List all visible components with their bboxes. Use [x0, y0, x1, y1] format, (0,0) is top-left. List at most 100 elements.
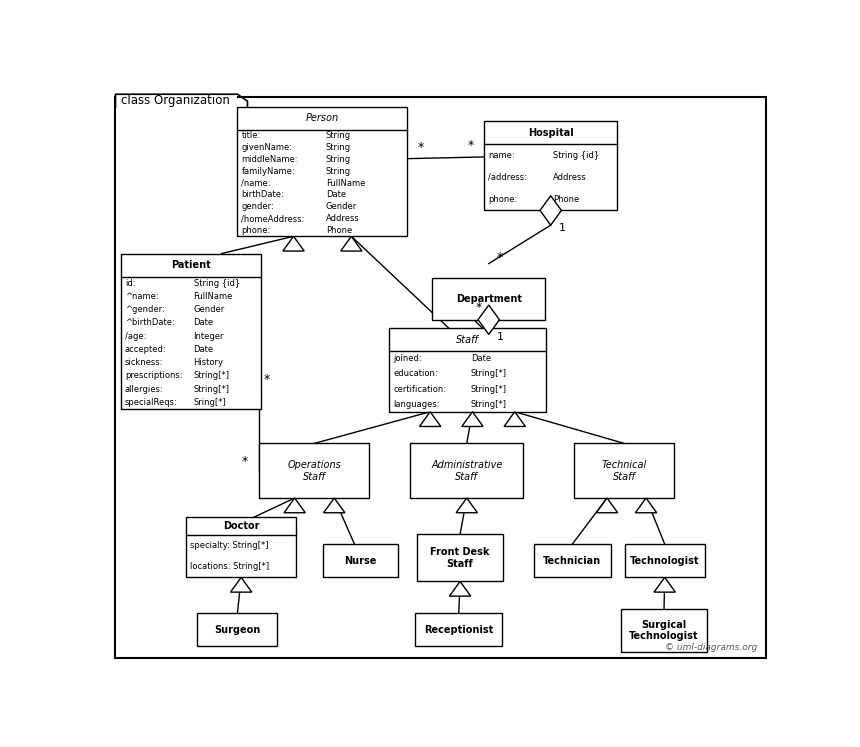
Text: Date: Date: [194, 345, 214, 354]
Bar: [534, 544, 611, 577]
Text: String[*]: String[*]: [194, 385, 230, 394]
Text: languages:: languages:: [393, 400, 440, 409]
Text: Patient: Patient: [171, 260, 211, 270]
Text: joined:: joined:: [393, 354, 422, 363]
Text: *: *: [241, 455, 248, 468]
Text: *: *: [497, 251, 503, 264]
Polygon shape: [540, 196, 562, 225]
Text: sickness:: sickness:: [125, 358, 163, 367]
Text: Department: Department: [456, 294, 522, 304]
Text: String[*]: String[*]: [471, 400, 507, 409]
Polygon shape: [596, 498, 617, 512]
Bar: [410, 444, 524, 498]
Bar: [198, 613, 278, 646]
Text: Gender: Gender: [326, 202, 357, 211]
Text: FullName: FullName: [194, 292, 233, 301]
Bar: [186, 517, 296, 577]
Polygon shape: [230, 577, 252, 592]
Text: Hospital: Hospital: [528, 128, 574, 137]
Text: Sring[*]: Sring[*]: [194, 397, 226, 407]
Text: Person: Person: [306, 114, 339, 123]
Text: 1: 1: [497, 332, 504, 342]
Polygon shape: [636, 498, 657, 512]
Text: phone:: phone:: [488, 195, 518, 204]
Polygon shape: [462, 412, 483, 427]
Bar: [322, 544, 398, 577]
Text: givenName:: givenName:: [242, 143, 292, 152]
Text: Technologist: Technologist: [630, 556, 699, 565]
Text: accepted:: accepted:: [125, 345, 167, 354]
Text: © uml-diagrams.org: © uml-diagrams.org: [665, 643, 758, 652]
Text: Doctor: Doctor: [223, 521, 260, 531]
Text: education:: education:: [393, 370, 438, 379]
Polygon shape: [654, 577, 675, 592]
Bar: [574, 444, 674, 498]
Polygon shape: [456, 498, 477, 512]
Polygon shape: [283, 236, 304, 251]
Text: prescriptions:: prescriptions:: [125, 371, 182, 380]
Text: Address: Address: [326, 214, 359, 223]
Bar: [432, 279, 545, 320]
Text: String: String: [326, 167, 351, 176]
Text: /name:: /name:: [242, 179, 271, 187]
Polygon shape: [284, 498, 305, 512]
Text: String: String: [326, 131, 351, 140]
Text: specialty: String[*]: specialty: String[*]: [190, 541, 268, 551]
Polygon shape: [478, 305, 500, 335]
Polygon shape: [341, 236, 362, 251]
Text: Administrative
Staff: Administrative Staff: [431, 460, 502, 482]
Text: name:: name:: [488, 151, 514, 160]
Text: middleName:: middleName:: [242, 155, 298, 164]
Text: id:: id:: [125, 279, 135, 288]
Bar: [120, 253, 261, 409]
Text: String {id}: String {id}: [194, 279, 240, 288]
Polygon shape: [420, 412, 441, 427]
Text: String {id}: String {id}: [553, 151, 599, 160]
Text: String[*]: String[*]: [471, 370, 507, 379]
Text: /address:: /address:: [488, 173, 527, 182]
Text: Phone: Phone: [553, 195, 580, 204]
Text: certification:: certification:: [393, 385, 446, 394]
Bar: [115, 94, 237, 107]
Text: Receptionist: Receptionist: [424, 624, 494, 635]
Text: Nurse: Nurse: [344, 556, 377, 565]
Text: Date: Date: [471, 354, 491, 363]
Text: *: *: [264, 373, 270, 386]
Text: title:: title:: [242, 131, 261, 140]
Polygon shape: [323, 498, 345, 512]
Bar: [390, 329, 546, 412]
Text: Gender: Gender: [194, 306, 224, 314]
Text: phone:: phone:: [242, 226, 271, 235]
Polygon shape: [504, 412, 525, 427]
Bar: [237, 107, 408, 236]
Bar: [624, 544, 704, 577]
Bar: [484, 121, 617, 211]
Bar: [260, 444, 370, 498]
Text: String: String: [326, 143, 351, 152]
Text: birthDate:: birthDate:: [242, 190, 284, 199]
Text: class Organization: class Organization: [120, 94, 230, 107]
Text: Staff: Staff: [457, 335, 479, 345]
Text: /age:: /age:: [125, 332, 146, 341]
Text: *: *: [468, 140, 474, 152]
Text: allergies:: allergies:: [125, 385, 163, 394]
Text: Date: Date: [326, 190, 346, 199]
Text: Phone: Phone: [326, 226, 352, 235]
Text: Technician: Technician: [544, 556, 601, 565]
Text: /homeAddress:: /homeAddress:: [242, 214, 304, 223]
Text: familyName:: familyName:: [242, 167, 295, 176]
Text: *: *: [417, 141, 424, 154]
Polygon shape: [450, 581, 470, 596]
Text: Technical
Staff: Technical Staff: [601, 460, 647, 482]
Text: Surgical
Technologist: Surgical Technologist: [630, 620, 699, 642]
Bar: [621, 609, 707, 652]
Bar: [415, 613, 502, 646]
Text: FullName: FullName: [326, 179, 366, 187]
Text: locations: String[*]: locations: String[*]: [190, 562, 269, 571]
Text: Address: Address: [553, 173, 587, 182]
Text: specialReqs:: specialReqs:: [125, 397, 177, 407]
Text: History: History: [194, 358, 224, 367]
Text: 1: 1: [559, 223, 566, 233]
Text: String[*]: String[*]: [194, 371, 230, 380]
Text: ^birthDate:: ^birthDate:: [125, 318, 175, 327]
